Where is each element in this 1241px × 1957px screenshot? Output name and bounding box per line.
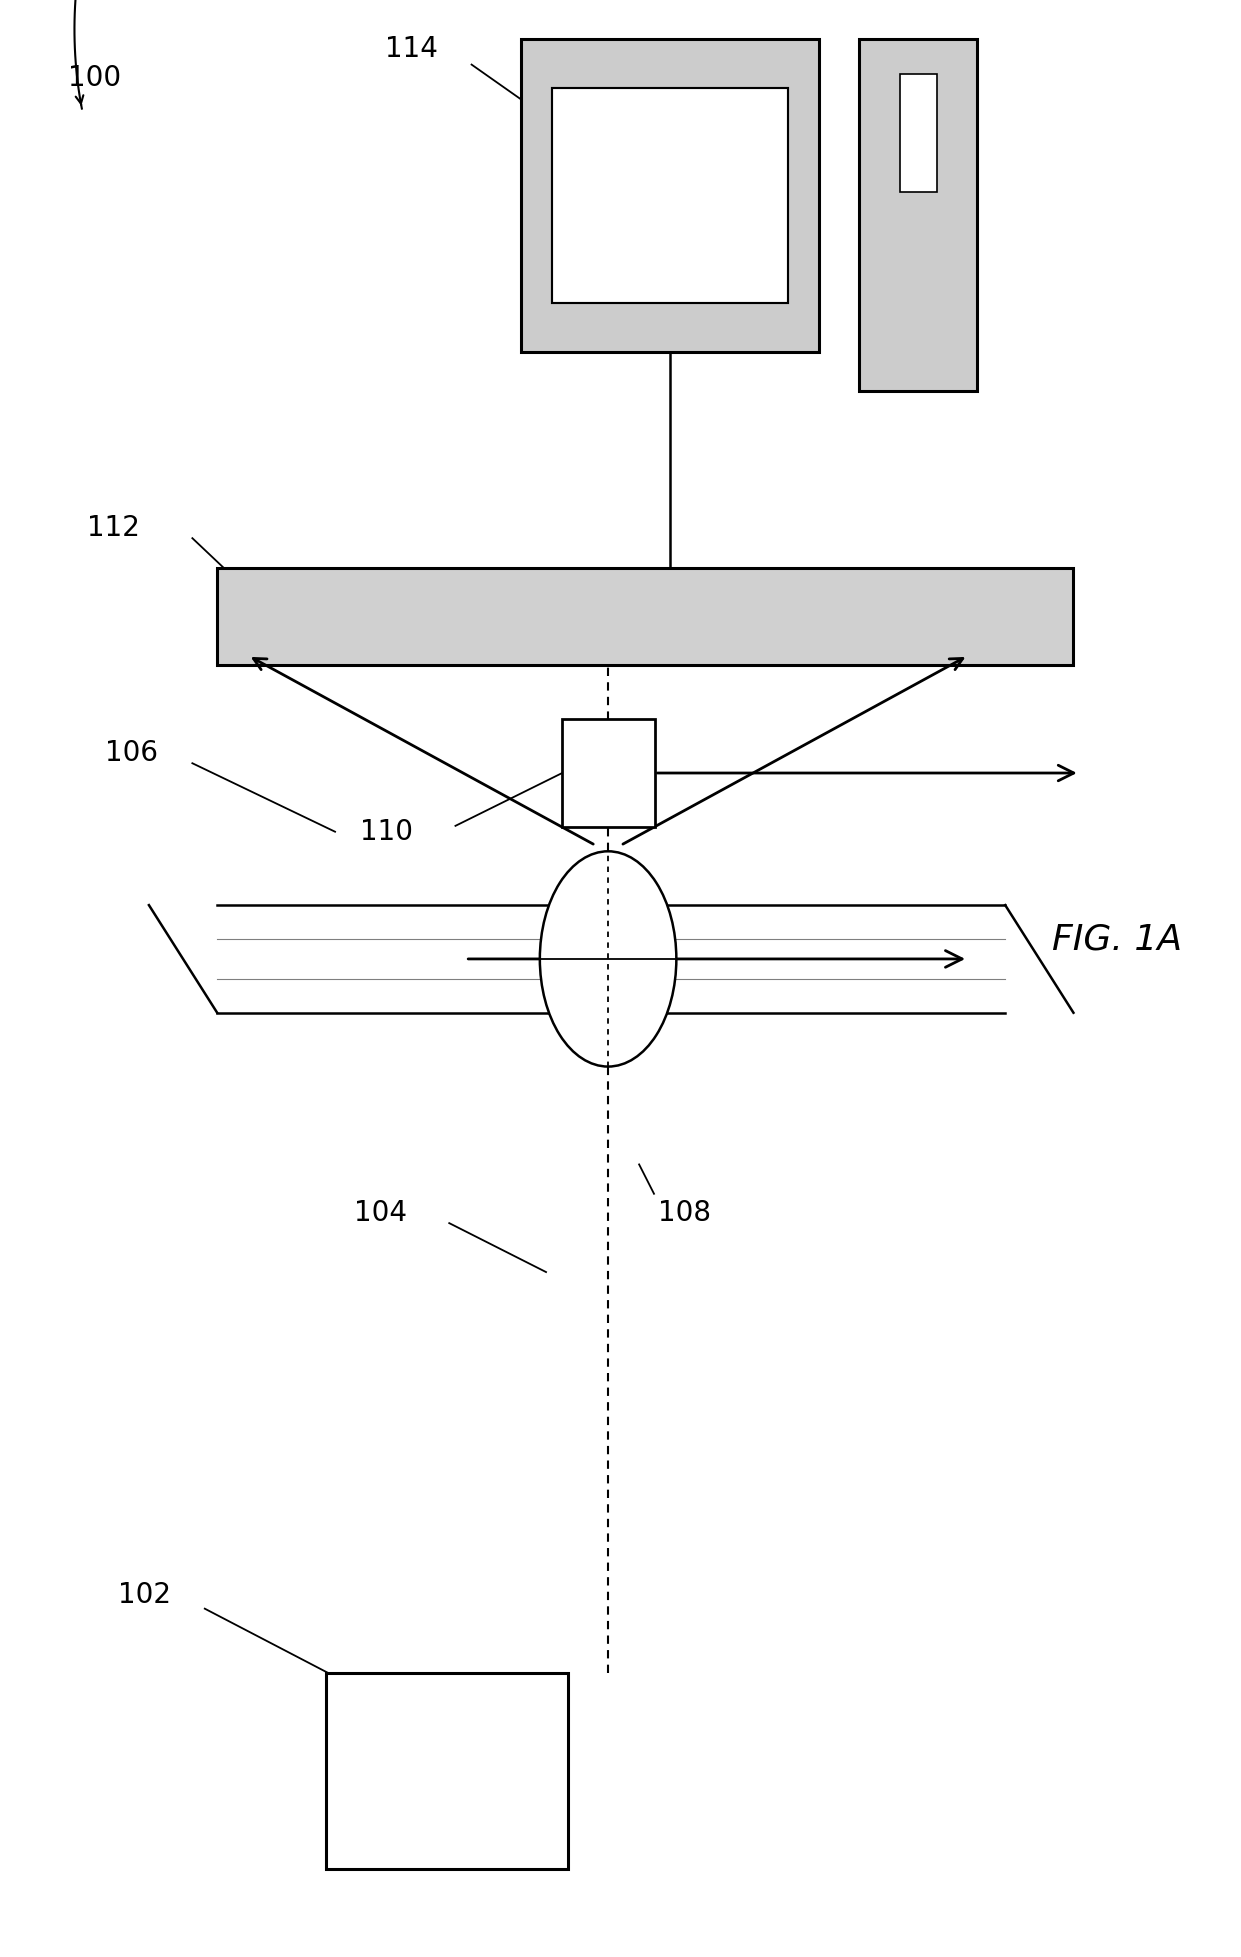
- Text: FIG. 1A: FIG. 1A: [1052, 922, 1181, 957]
- Bar: [521, 39, 819, 352]
- Text: 114: 114: [385, 35, 438, 63]
- Text: 106: 106: [105, 740, 159, 767]
- Circle shape: [540, 851, 676, 1067]
- Text: 108: 108: [658, 1200, 711, 1227]
- Text: 100: 100: [68, 65, 122, 92]
- Bar: [217, 568, 1073, 665]
- Text: 104: 104: [354, 1200, 407, 1227]
- Text: 102: 102: [118, 1581, 171, 1609]
- Bar: [325, 1673, 567, 1869]
- Bar: [561, 720, 655, 828]
- Text: 112: 112: [87, 515, 140, 542]
- Bar: [900, 74, 937, 192]
- Text: 110: 110: [360, 818, 413, 845]
- Bar: [859, 39, 978, 391]
- Bar: [552, 88, 788, 303]
